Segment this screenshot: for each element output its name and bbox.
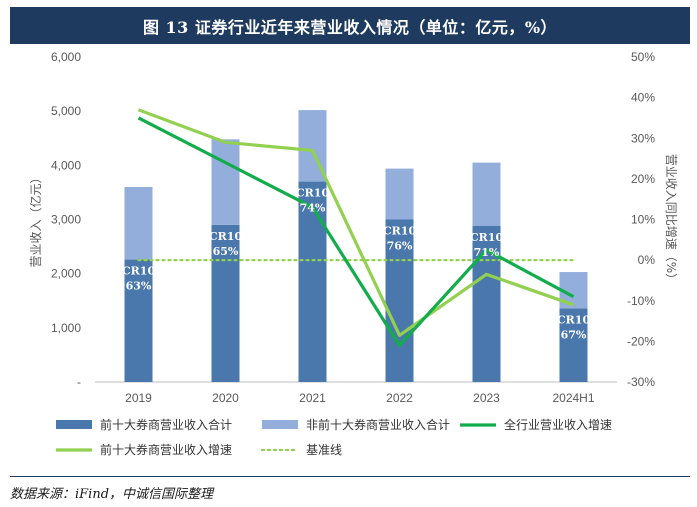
y-left-tick-label: 3,000 [51, 213, 81, 227]
bar-top10 [124, 259, 153, 382]
legend-label: 前十大券商营业收入增速 [100, 442, 232, 457]
y-left-tick-label: 2,000 [51, 267, 81, 281]
bar-others [124, 187, 153, 260]
y-right-tick-label: 0% [638, 253, 656, 267]
x-tick-label: 2023 [473, 391, 500, 405]
bar-label-pct: 65% [213, 245, 239, 258]
x-tick-label: 2020 [212, 391, 239, 405]
x-tick-label: 2022 [386, 391, 413, 405]
y-right-tick-label: 30% [631, 131, 655, 145]
bar-top10 [298, 181, 327, 382]
legend: 前十大券商营业收入合计 非前十大券商营业收入合计 全行业营业收入增速前十大券商营业收… [56, 417, 612, 457]
bar-top10 [211, 224, 240, 382]
line-top10-growth [137, 108, 575, 337]
x-tick-label: 2024H1 [552, 391, 594, 405]
y-right-tick-label: -30% [627, 375, 655, 389]
bar-label-cr10: CR10 [557, 313, 591, 326]
bar-top10 [385, 219, 414, 382]
bar-label-pct: 67% [561, 328, 587, 341]
bar-label-pct: 71% [474, 246, 500, 259]
bar-label-cr10: CR10 [122, 265, 156, 278]
y-right-tick-label: -10% [627, 294, 655, 308]
y-left-tick-label: 4,000 [51, 158, 81, 172]
axes: - 1,000 2,000 3,000 4,000 5,000 6,000 -30% -20% -… [28, 50, 678, 405]
bar-label-pct: 76% [387, 240, 413, 253]
y-right-tick-label: 40% [631, 91, 655, 105]
y-left-tick-label: 6,000 [51, 50, 81, 64]
bar-label-pct: 63% [126, 280, 152, 293]
legend-swatch [56, 420, 92, 429]
legend-label: 基准线 [306, 443, 342, 457]
chart-area: - 1,000 2,000 3,000 4,000 5,000 6,000 -30% -20% -… [28, 50, 678, 457]
bar-label-cr10: CR10 [296, 187, 330, 200]
y-right-tick-label: -20% [627, 334, 655, 348]
y-right-tick-label: 20% [631, 172, 655, 186]
line-industry-growth [137, 116, 575, 348]
x-tick-label: 2021 [299, 391, 326, 405]
y-left-axis-title: 营业收入（亿元） [28, 171, 43, 267]
legend-swatch [262, 420, 298, 429]
legend-label: 非前十大券商营业收入合计 [306, 417, 450, 432]
legend-label: 全行业营业收入增速 [504, 417, 612, 432]
y-right-tick-label: 10% [631, 213, 655, 227]
bar-top10 [559, 308, 588, 382]
y-right-axis-title: 营业收入同比增速（%） [664, 154, 678, 285]
lines [137, 108, 575, 348]
bar-label-cr10: CR10 [383, 225, 417, 238]
bar-others [385, 168, 414, 220]
bar-label-cr10: CR10 [209, 230, 243, 243]
chart-title: 图 13 证券行业近年来营业收入情况（单位：亿元，%） [10, 7, 690, 44]
bar-others [472, 162, 501, 226]
legend-label: 前十大券商营业收入合计 [100, 417, 232, 432]
bar-label-pct: 74% [300, 202, 326, 215]
bar-label-cr10: CR10 [470, 231, 504, 244]
x-tick-label: 2019 [125, 391, 152, 405]
y-left-tick-label: 5,000 [51, 104, 81, 118]
y-right-tick-label: 50% [631, 50, 655, 64]
bar-labels: CR10 63% CR10 65% CR10 74% CR10 76% CR10 71% CR10 6… [122, 187, 591, 342]
divider [10, 476, 690, 477]
y-left-tick-label: 1,000 [51, 321, 81, 335]
y-left-tick-label: - [77, 375, 81, 389]
bar-others [211, 139, 240, 225]
source-note: 数据来源：iFind，中诚信国际整理 [10, 487, 214, 502]
